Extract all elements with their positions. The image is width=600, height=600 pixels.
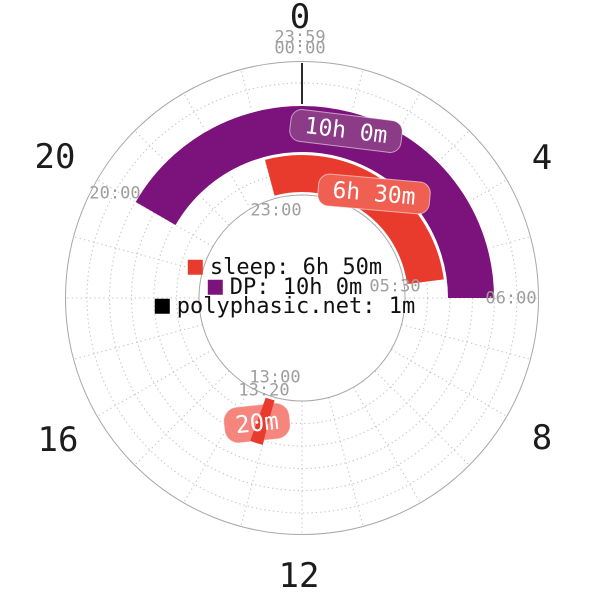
grid-hour-line <box>374 370 470 466</box>
dp-badge <box>289 109 403 153</box>
legend-label-polyphasic: polyphasic.net: 1m <box>176 294 416 319</box>
hour-label-20: 20 <box>34 137 76 177</box>
legend: sleep: 6h 50m DP: 10h 0m polyphasic.net:… <box>154 255 416 319</box>
time-label-2359: 23:59 <box>274 27 326 48</box>
grid-hour-line <box>328 397 364 527</box>
nap-badge-text-group: 20m <box>234 407 280 439</box>
hour-label-8: 8 <box>531 418 553 458</box>
grid-hour-line <box>353 386 421 504</box>
grid-hour-line <box>73 324 203 360</box>
time-label-1320: 13:20 <box>238 380 290 401</box>
sleep-badge-background <box>317 173 431 215</box>
legend-label-sleep: sleep: 6h 50m <box>209 255 383 280</box>
legend-label-dp: DP: 10h 0m <box>229 274 363 300</box>
nap-arc <box>250 397 275 445</box>
hour-label-12: 12 <box>278 556 320 596</box>
hour-label-4: 4 <box>531 138 553 178</box>
grid-hour-line <box>96 349 214 417</box>
nap-badge-label: 20m <box>234 407 280 439</box>
legend-swatch-polyphasic <box>154 299 170 314</box>
legend-item-sleep: sleep: 6h 50m <box>187 255 383 280</box>
legend-swatch-dp <box>207 279 223 295</box>
grid-hour-line <box>390 349 508 417</box>
time-label-2300: 23:00 <box>250 200 302 221</box>
sleep-badge <box>317 173 431 215</box>
time-label-1300: 13:00 <box>249 367 301 388</box>
time-label-0600: 06:00 <box>485 288 537 309</box>
time-label-0000: 00:00 <box>274 38 326 59</box>
grid-hour-line <box>134 370 230 466</box>
outer-axis-circle <box>65 61 539 535</box>
dp-badge-background <box>289 109 403 153</box>
time-label-2000: 20:00 <box>89 183 141 204</box>
grid-hour-line <box>401 324 531 360</box>
grid-ring <box>86 82 518 514</box>
hour-label-16: 16 <box>37 420 79 460</box>
hour-label-0: 0 <box>289 0 311 37</box>
time-label-0530: 05:30 <box>369 276 421 297</box>
legend-item-polyphasic: polyphasic.net: 1m <box>154 294 416 319</box>
inner-axis-circle <box>198 194 406 402</box>
legend-swatch-sleep <box>187 260 203 275</box>
legend-item-dp: DP: 10h 0m <box>207 274 363 300</box>
grid-hour-line <box>183 386 251 504</box>
